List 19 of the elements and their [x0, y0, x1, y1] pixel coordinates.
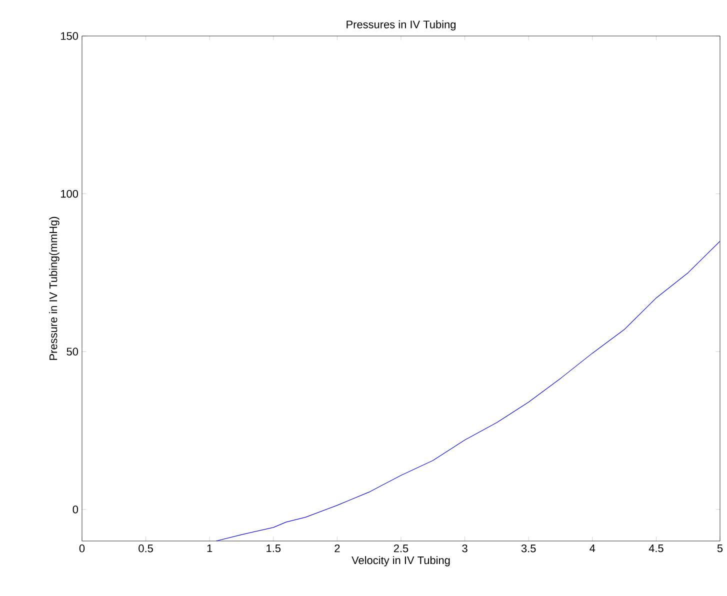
y-tick-label: 100	[61, 190, 78, 198]
x-tick-label: 1.5	[266, 544, 281, 552]
y-axis-title: Pressure in IV Tubing(mmHg)	[49, 216, 60, 360]
x-axis-title: Velocity in IV Tubing	[352, 556, 450, 566]
y-tick-label: 50	[66, 348, 78, 356]
chart-title: Pressures in IV Tubing	[346, 20, 456, 30]
x-tick-label: 2.5	[394, 544, 408, 552]
x-tick-label: 0.5	[138, 544, 153, 552]
x-tick-label: 0	[79, 544, 85, 552]
x-tick-label: 5	[717, 544, 723, 552]
y-tick-label: 150	[61, 32, 78, 40]
x-tick-label: 1	[207, 544, 212, 552]
line-series	[216, 240, 720, 541]
x-tick-label: 3	[462, 544, 468, 552]
x-tick-label: 2	[334, 544, 340, 552]
y-tick-label: 0	[72, 506, 78, 514]
x-tick-label: 4.5	[648, 544, 664, 552]
x-tick-label: 3.5	[521, 544, 536, 552]
x-tick-label: 4	[590, 544, 596, 552]
